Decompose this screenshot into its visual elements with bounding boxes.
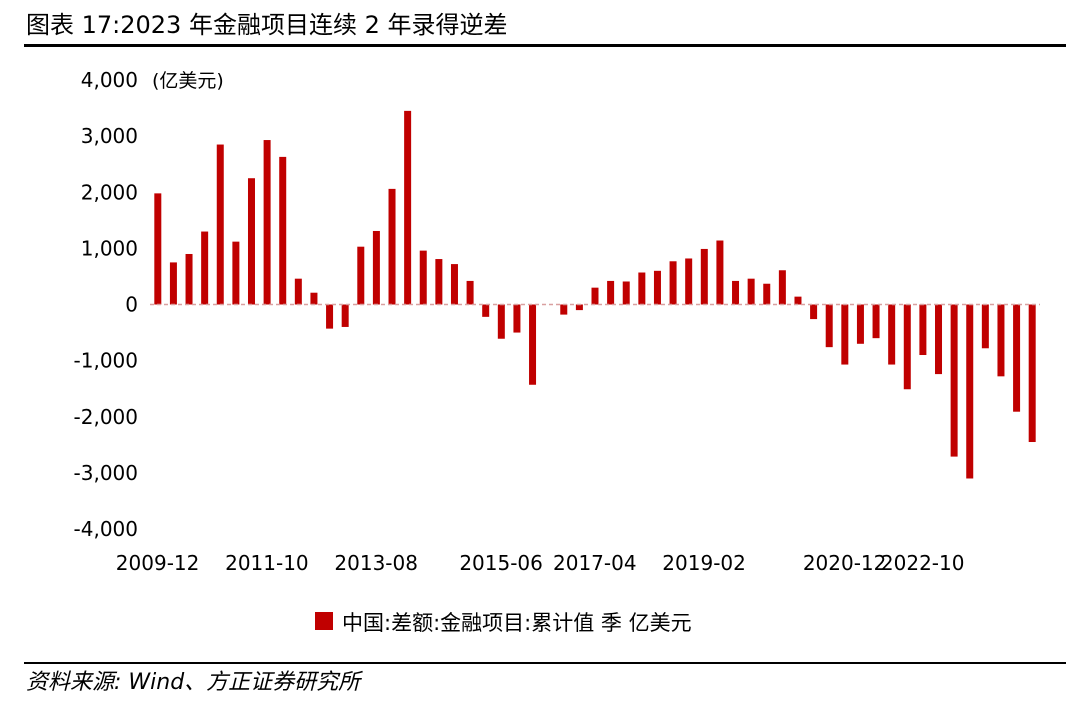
bar-2016-06 (560, 304, 568, 315)
bar-2013-12 (404, 110, 412, 305)
y-tick-label: -1,000 (74, 349, 138, 373)
bar-2019-09 (763, 283, 771, 305)
bar-2010-09 (201, 231, 209, 305)
y-tick-label: -3,000 (74, 461, 138, 485)
bar-2020-06 (810, 304, 818, 320)
bar-2018-09 (700, 248, 708, 305)
y-tick-label: -4,000 (74, 517, 138, 541)
source-note: 资料来源: Wind、方正证券研究所 (26, 670, 361, 695)
bar-2015-12 (529, 304, 537, 385)
x-tick-label: 2011-10 (225, 551, 309, 575)
bar-2018-03 (669, 261, 677, 305)
bar-2022-09 (950, 304, 958, 457)
x-tick-label: 2017-04 (553, 551, 637, 575)
bar-2019-03 (732, 280, 740, 305)
x-tick-label: 2013-08 (334, 551, 418, 575)
bar-2011-12 (279, 156, 287, 305)
bar-2014-12 (466, 280, 474, 305)
bar-2013-03 (357, 246, 365, 305)
figure-title: 图表 17:2023 年金融项目连续 2 年录得逆差 (26, 11, 508, 39)
legend-swatch (315, 612, 333, 630)
bar-2022-06 (935, 304, 943, 375)
y-tick-label: 0 (125, 293, 138, 317)
bar-2017-09 (638, 272, 646, 305)
bar-2019-06 (747, 278, 755, 305)
bar-2010-12 (216, 144, 224, 305)
bar-2017-03 (607, 280, 615, 305)
bar-2017-12 (653, 270, 661, 305)
bar-2018-12 (716, 240, 724, 305)
bar-2023-09 (1013, 304, 1021, 412)
bar-2021-12 (903, 304, 911, 390)
bar-2020-12 (841, 304, 849, 365)
bar-2011-09 (263, 140, 271, 305)
y-tick-label: 3,000 (81, 124, 138, 148)
bar-2020-09 (825, 304, 833, 348)
bar-series (154, 110, 1036, 479)
x-tick-label: 2009-12 (116, 551, 200, 575)
x-axis: 2009-12 2011-10 2013-08 2015-06 2017-04 2019-… (116, 551, 965, 575)
bar-2012-06 (310, 292, 318, 305)
bar-2012-09 (326, 304, 334, 329)
y-tick-label: 2,000 (81, 180, 138, 204)
bar-2023-06 (997, 304, 1005, 377)
y-tick-label: -2,000 (74, 405, 138, 429)
bar-chart: 4,000 3,000 2,000 1,000 0 -1,000 -2,000 -3,000 -… (74, 68, 1040, 635)
bar-2014-03 (419, 250, 427, 305)
x-tick-label: 2022-10 (881, 551, 965, 575)
bar-2010-06 (185, 253, 193, 305)
bar-2020-03 (794, 296, 802, 305)
bar-2018-06 (685, 258, 693, 305)
bar-2009-12 (154, 193, 162, 305)
bar-2013-06 (372, 230, 380, 305)
y-tick-label: 1,000 (81, 236, 138, 260)
bar-2019-12 (778, 270, 786, 305)
bar-2017-06 (622, 281, 630, 305)
y-tick-label: 4,000 (81, 68, 138, 92)
bar-2014-09 (450, 264, 458, 305)
bar-2014-06 (435, 259, 443, 305)
legend-label: 中国:差额:金融项目:累计值 季 亿美元 (342, 611, 692, 635)
bar-2010-03 (169, 262, 177, 305)
bar-2022-12 (966, 304, 974, 479)
bar-2011-03 (232, 241, 240, 305)
x-tick-label: 2019-02 (662, 551, 746, 575)
bar-2015-09 (513, 304, 521, 333)
bar-2015-03 (482, 304, 490, 317)
bar-2021-03 (856, 304, 864, 344)
y-axis: 4,000 3,000 2,000 1,000 0 -1,000 -2,000 -3,000 -… (74, 68, 138, 541)
bar-2011-06 (247, 178, 255, 305)
bar-2013-09 (388, 188, 396, 305)
bar-2022-03 (919, 304, 927, 356)
bar-2021-06 (872, 304, 880, 339)
bar-2012-12 (341, 304, 349, 327)
x-tick-label: 2015-06 (459, 551, 543, 575)
bar-2016-12 (591, 287, 599, 305)
top-rule (24, 44, 1066, 47)
bar-2023-12 (1028, 304, 1036, 443)
bar-2021-09 (888, 304, 896, 365)
bar-2016-09 (575, 304, 583, 311)
bar-2012-03 (294, 278, 302, 305)
bar-2023-03 (981, 304, 989, 349)
bottom-rule (24, 662, 1066, 664)
bar-2015-06 (497, 304, 505, 339)
y-unit-label: (亿美元) (152, 70, 224, 92)
x-tick-label: 2020-12 (803, 551, 887, 575)
legend: 中国:差额:金融项目:累计值 季 亿美元 (315, 611, 692, 635)
